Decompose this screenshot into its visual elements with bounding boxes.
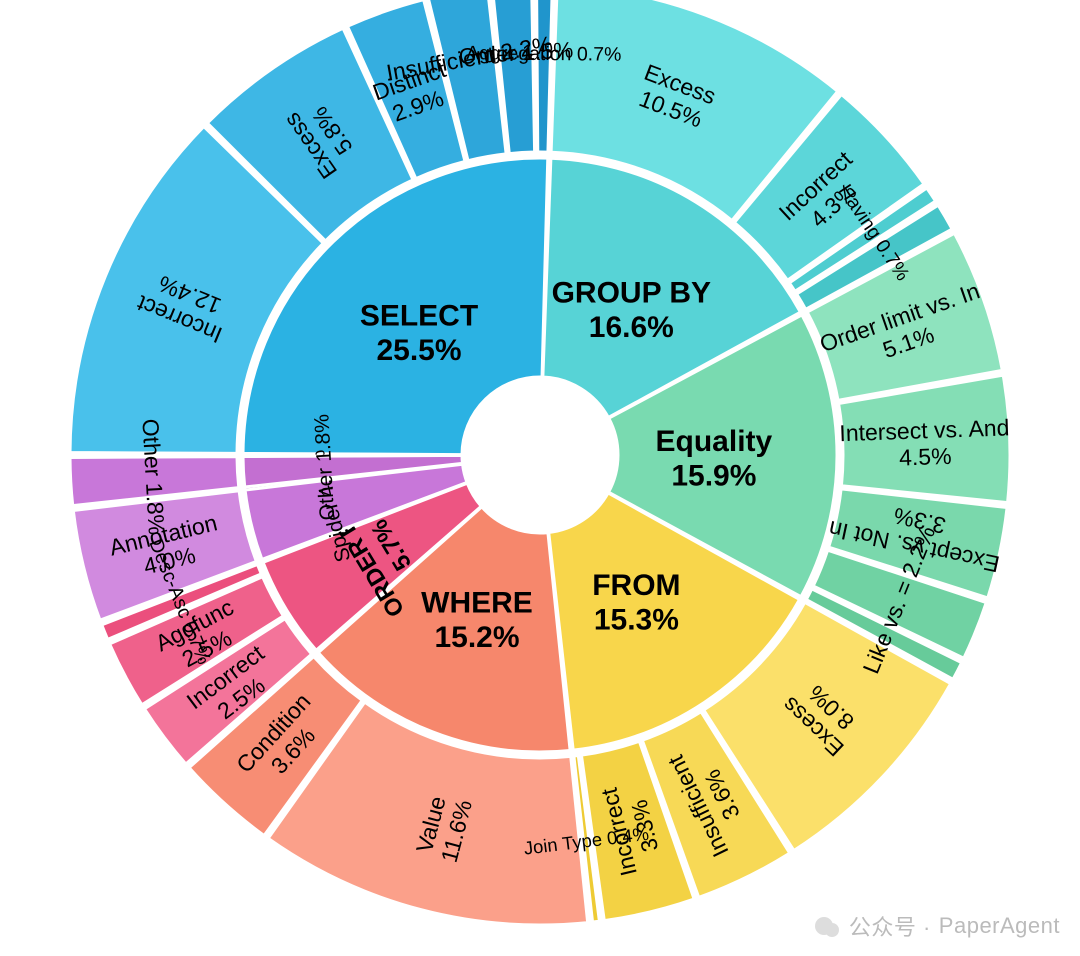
inner-label: Equality15.9% (656, 425, 773, 493)
outer-label: Aggregation 0.7% (466, 42, 621, 65)
outer-slice (537, 0, 553, 152)
wechat-icon (815, 913, 841, 939)
watermark-prefix: 公众号 · (849, 910, 931, 942)
inner-label: SELECT25.5% (360, 300, 478, 368)
inner-label: FROM15.3% (592, 569, 680, 637)
sunburst-chart: SELECT25.5%GROUP BY16.6%Equality15.9%FRO… (0, 0, 1080, 956)
watermark-name: PaperAgent (939, 913, 1060, 939)
watermark: 公众号 · PaperAgent (815, 910, 1060, 942)
inner-label: WHERE15.2% (421, 587, 533, 655)
